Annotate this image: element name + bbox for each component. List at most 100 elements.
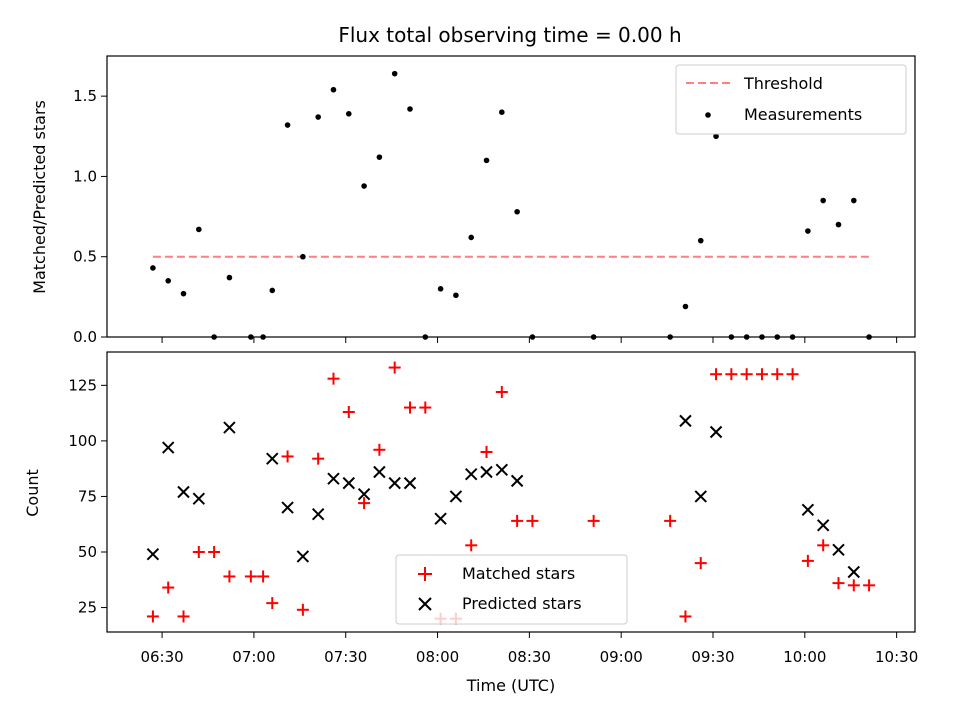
matched-star-marker (847, 579, 860, 592)
legend-matched-swatch (418, 567, 432, 581)
predicted-star-marker (709, 425, 723, 439)
predicted-star-marker (146, 548, 160, 561)
bottom-y-tick-label: 50 (78, 543, 97, 561)
measurement-point (820, 197, 826, 204)
predicted-star-marker (465, 468, 478, 481)
top-panel: Flux total observing time = 0.00 h Match… (30, 23, 916, 346)
bottom-legend: Matched stars Predicted stars (395, 554, 628, 625)
bottom-x-axis-label: Time (UTC) (466, 676, 555, 695)
predicted-star-marker (495, 463, 509, 476)
legend-measurements-label: Measurements (744, 105, 862, 124)
predicted-star-marker (480, 465, 493, 479)
predicted-star-marker (281, 501, 294, 514)
legend-predicted-swatch (418, 597, 432, 611)
matched-star-marker (495, 386, 508, 398)
predicted-star-marker-b (434, 512, 447, 525)
measurement-point (226, 274, 233, 281)
measurement-point (483, 157, 490, 164)
bottom-x-tick-label: 09:30 (691, 648, 734, 666)
matched-star-marker (817, 539, 830, 552)
matched-star-marker (511, 514, 524, 527)
bottom-x-tick-label: 06:30 (140, 648, 183, 666)
predicted-star-marker-b (266, 452, 279, 465)
measurement-point (468, 234, 475, 241)
predicted-star-marker-b (223, 421, 236, 434)
matched-star-marker (725, 368, 738, 381)
predicted-star-marker (510, 474, 524, 488)
predicted-star-marker-b (816, 519, 830, 532)
matched-star-marker (587, 514, 600, 527)
predicted-star-marker (679, 414, 692, 428)
matched-star-marker (679, 610, 692, 623)
top-y-ticks: 0.0 0.5 1.0 1.5 (73, 87, 107, 346)
measurement-points (150, 70, 872, 340)
predicted-star-marker-b (449, 490, 463, 503)
bottom-x-tick-label: 08:00 (416, 648, 459, 666)
matched-star-marker (786, 368, 799, 381)
legend-matched-label: Matched stars (462, 564, 575, 583)
measurement-point (150, 265, 156, 271)
predicted-star-marker-b (847, 565, 860, 579)
predicted-star-marker-b (495, 463, 509, 476)
predicted-star-marker (266, 452, 279, 465)
predicted-star-marker (192, 492, 206, 505)
matched-star-marker (388, 361, 401, 374)
top-x-ticks (161, 337, 898, 343)
measurement-point (850, 197, 857, 204)
top-legend: Threshold Measurements (675, 64, 907, 135)
measurement-point (805, 228, 811, 234)
predicted-star-marker-b (146, 548, 160, 561)
measurement-point (437, 286, 444, 292)
predicted-star-marker-b (342, 476, 355, 490)
measurement-point (361, 183, 367, 189)
bottom-x-tick-label: 10:30 (875, 648, 918, 666)
matched-star-marker (296, 603, 309, 616)
measurement-point (315, 114, 321, 120)
matched-star-marker (177, 610, 190, 623)
predicted-star-marker-b (709, 425, 723, 439)
predicted-star-marker (388, 476, 401, 490)
measurement-point (284, 122, 291, 128)
matched-star-marker (373, 443, 386, 456)
predicted-star-marker-b (832, 543, 845, 556)
top-y-tick-label: 0.0 (73, 328, 97, 346)
predicted-star-marker (177, 485, 190, 499)
predicted-star-marker-b (480, 465, 493, 479)
matched-star-marker (771, 368, 784, 381)
matched-star-marker (664, 514, 677, 527)
legend-threshold-label: Threshold (743, 74, 823, 93)
measurement-point (330, 86, 337, 93)
matched-star-marker (208, 546, 221, 558)
matched-star-marker (710, 368, 723, 381)
predicted-star-marker (162, 441, 175, 454)
predicted-stars-points (146, 414, 860, 579)
matched-star-marker (358, 497, 371, 510)
predicted-star-marker (694, 490, 707, 503)
predicted-star-marker (449, 490, 463, 503)
matched-star-marker (755, 368, 768, 381)
matched-star-marker (801, 554, 814, 567)
measurement-point (499, 109, 505, 115)
matched-star-marker (832, 577, 845, 590)
predicted-star-marker (847, 565, 860, 579)
predicted-star-marker-b (388, 476, 401, 490)
predicted-star-marker (311, 508, 325, 521)
matched-star-marker (257, 570, 270, 583)
matched-star-marker (312, 452, 325, 465)
matched-star-marker (223, 570, 236, 583)
top-chart-title: Flux total observing time = 0.00 h (338, 23, 681, 47)
bottom-x-tick-label: 07:30 (324, 648, 367, 666)
matched-star-marker (162, 581, 175, 594)
legend-predicted-label: Predicted stars (462, 594, 582, 613)
measurement-point (269, 287, 276, 294)
measurement-point (165, 278, 172, 284)
bottom-legend-box (395, 554, 628, 625)
predicted-star-marker-b (373, 465, 386, 479)
matched-star-marker (404, 401, 416, 414)
matched-star-marker (480, 446, 493, 458)
predicted-star-marker-b (296, 550, 310, 563)
top-y-axis-label: Matched/Predicted stars (30, 100, 49, 294)
predicted-star-marker-b (327, 472, 340, 485)
matched-star-marker (694, 557, 707, 570)
matched-star-marker (740, 368, 753, 381)
